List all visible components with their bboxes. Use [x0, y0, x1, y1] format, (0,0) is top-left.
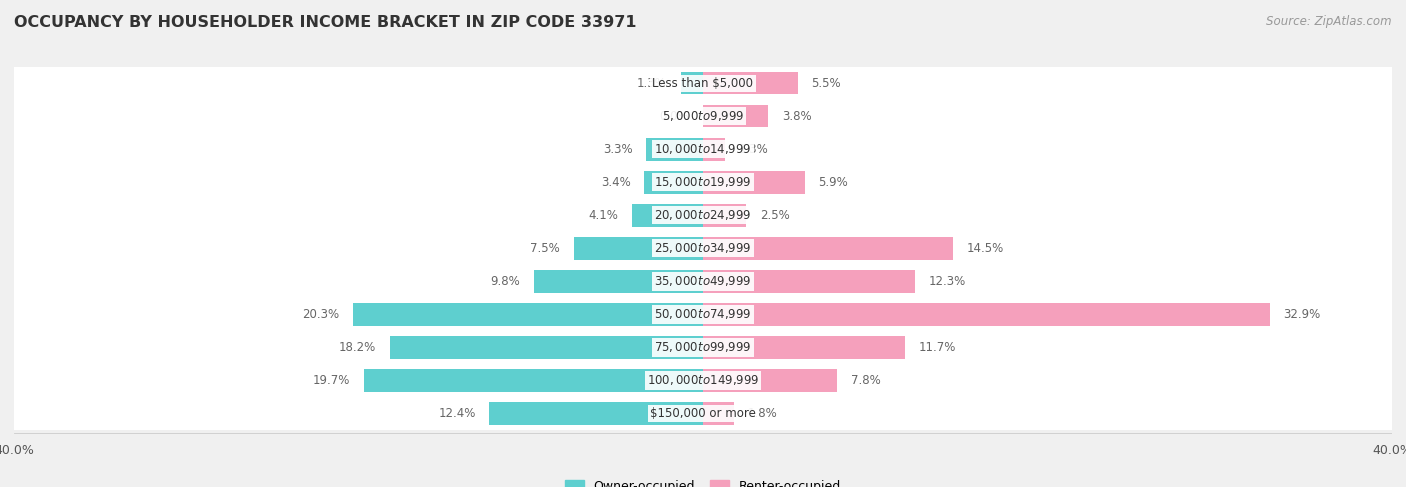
Text: 3.3%: 3.3% [603, 143, 633, 156]
Bar [647, 138, 703, 161]
Text: 1.8%: 1.8% [748, 407, 778, 420]
Bar [14, 397, 1392, 430]
Text: $75,000 to $99,999: $75,000 to $99,999 [654, 340, 752, 355]
Text: 32.9%: 32.9% [1284, 308, 1320, 321]
Bar [703, 204, 747, 226]
Bar [703, 138, 725, 161]
Bar [14, 232, 1392, 265]
Bar [534, 270, 703, 293]
Bar [681, 72, 703, 94]
Text: Less than $5,000: Less than $5,000 [652, 77, 754, 90]
Bar [703, 402, 734, 425]
Text: 7.5%: 7.5% [530, 242, 560, 255]
Text: $100,000 to $149,999: $100,000 to $149,999 [647, 374, 759, 388]
Bar [389, 336, 703, 359]
Text: $35,000 to $49,999: $35,000 to $49,999 [654, 274, 752, 288]
Bar [703, 336, 904, 359]
Bar [364, 369, 703, 392]
Text: 9.8%: 9.8% [491, 275, 520, 288]
Text: 18.2%: 18.2% [339, 341, 375, 354]
Bar [14, 265, 1392, 298]
Text: 5.9%: 5.9% [818, 176, 848, 189]
Bar [703, 105, 769, 128]
Text: $5,000 to $9,999: $5,000 to $9,999 [662, 109, 744, 123]
Bar [703, 72, 797, 94]
Bar [574, 237, 703, 260]
Text: 7.8%: 7.8% [851, 374, 882, 387]
Text: OCCUPANCY BY HOUSEHOLDER INCOME BRACKET IN ZIP CODE 33971: OCCUPANCY BY HOUSEHOLDER INCOME BRACKET … [14, 15, 637, 30]
Text: 11.7%: 11.7% [918, 341, 956, 354]
Bar [489, 402, 703, 425]
Legend: Owner-occupied, Renter-occupied: Owner-occupied, Renter-occupied [565, 480, 841, 487]
Bar [14, 67, 1392, 100]
Bar [703, 303, 1270, 326]
Text: $50,000 to $74,999: $50,000 to $74,999 [654, 307, 752, 321]
Bar [703, 171, 804, 193]
Text: 19.7%: 19.7% [312, 374, 350, 387]
Bar [633, 204, 703, 226]
Text: 20.3%: 20.3% [302, 308, 340, 321]
Text: Source: ZipAtlas.com: Source: ZipAtlas.com [1267, 15, 1392, 28]
Text: 5.5%: 5.5% [811, 77, 841, 90]
Text: 12.3%: 12.3% [928, 275, 966, 288]
Text: 1.3%: 1.3% [740, 143, 769, 156]
Bar [353, 303, 703, 326]
Bar [14, 298, 1392, 331]
Bar [14, 100, 1392, 133]
Text: $10,000 to $14,999: $10,000 to $14,999 [654, 142, 752, 156]
Bar [14, 199, 1392, 232]
Text: 14.5%: 14.5% [966, 242, 1004, 255]
Text: 3.4%: 3.4% [600, 176, 631, 189]
Bar [703, 237, 953, 260]
Text: 0.0%: 0.0% [659, 110, 689, 123]
Bar [703, 369, 838, 392]
Text: $15,000 to $19,999: $15,000 to $19,999 [654, 175, 752, 189]
Bar [14, 166, 1392, 199]
Text: 4.1%: 4.1% [589, 209, 619, 222]
Text: $20,000 to $24,999: $20,000 to $24,999 [654, 208, 752, 223]
Bar [703, 270, 915, 293]
Text: 3.8%: 3.8% [782, 110, 811, 123]
Text: $25,000 to $34,999: $25,000 to $34,999 [654, 242, 752, 255]
Text: 2.5%: 2.5% [759, 209, 790, 222]
Bar [14, 133, 1392, 166]
Text: 1.3%: 1.3% [637, 77, 666, 90]
Bar [14, 364, 1392, 397]
Bar [14, 331, 1392, 364]
Text: $150,000 or more: $150,000 or more [650, 407, 756, 420]
Text: 12.4%: 12.4% [439, 407, 475, 420]
Bar [644, 171, 703, 193]
